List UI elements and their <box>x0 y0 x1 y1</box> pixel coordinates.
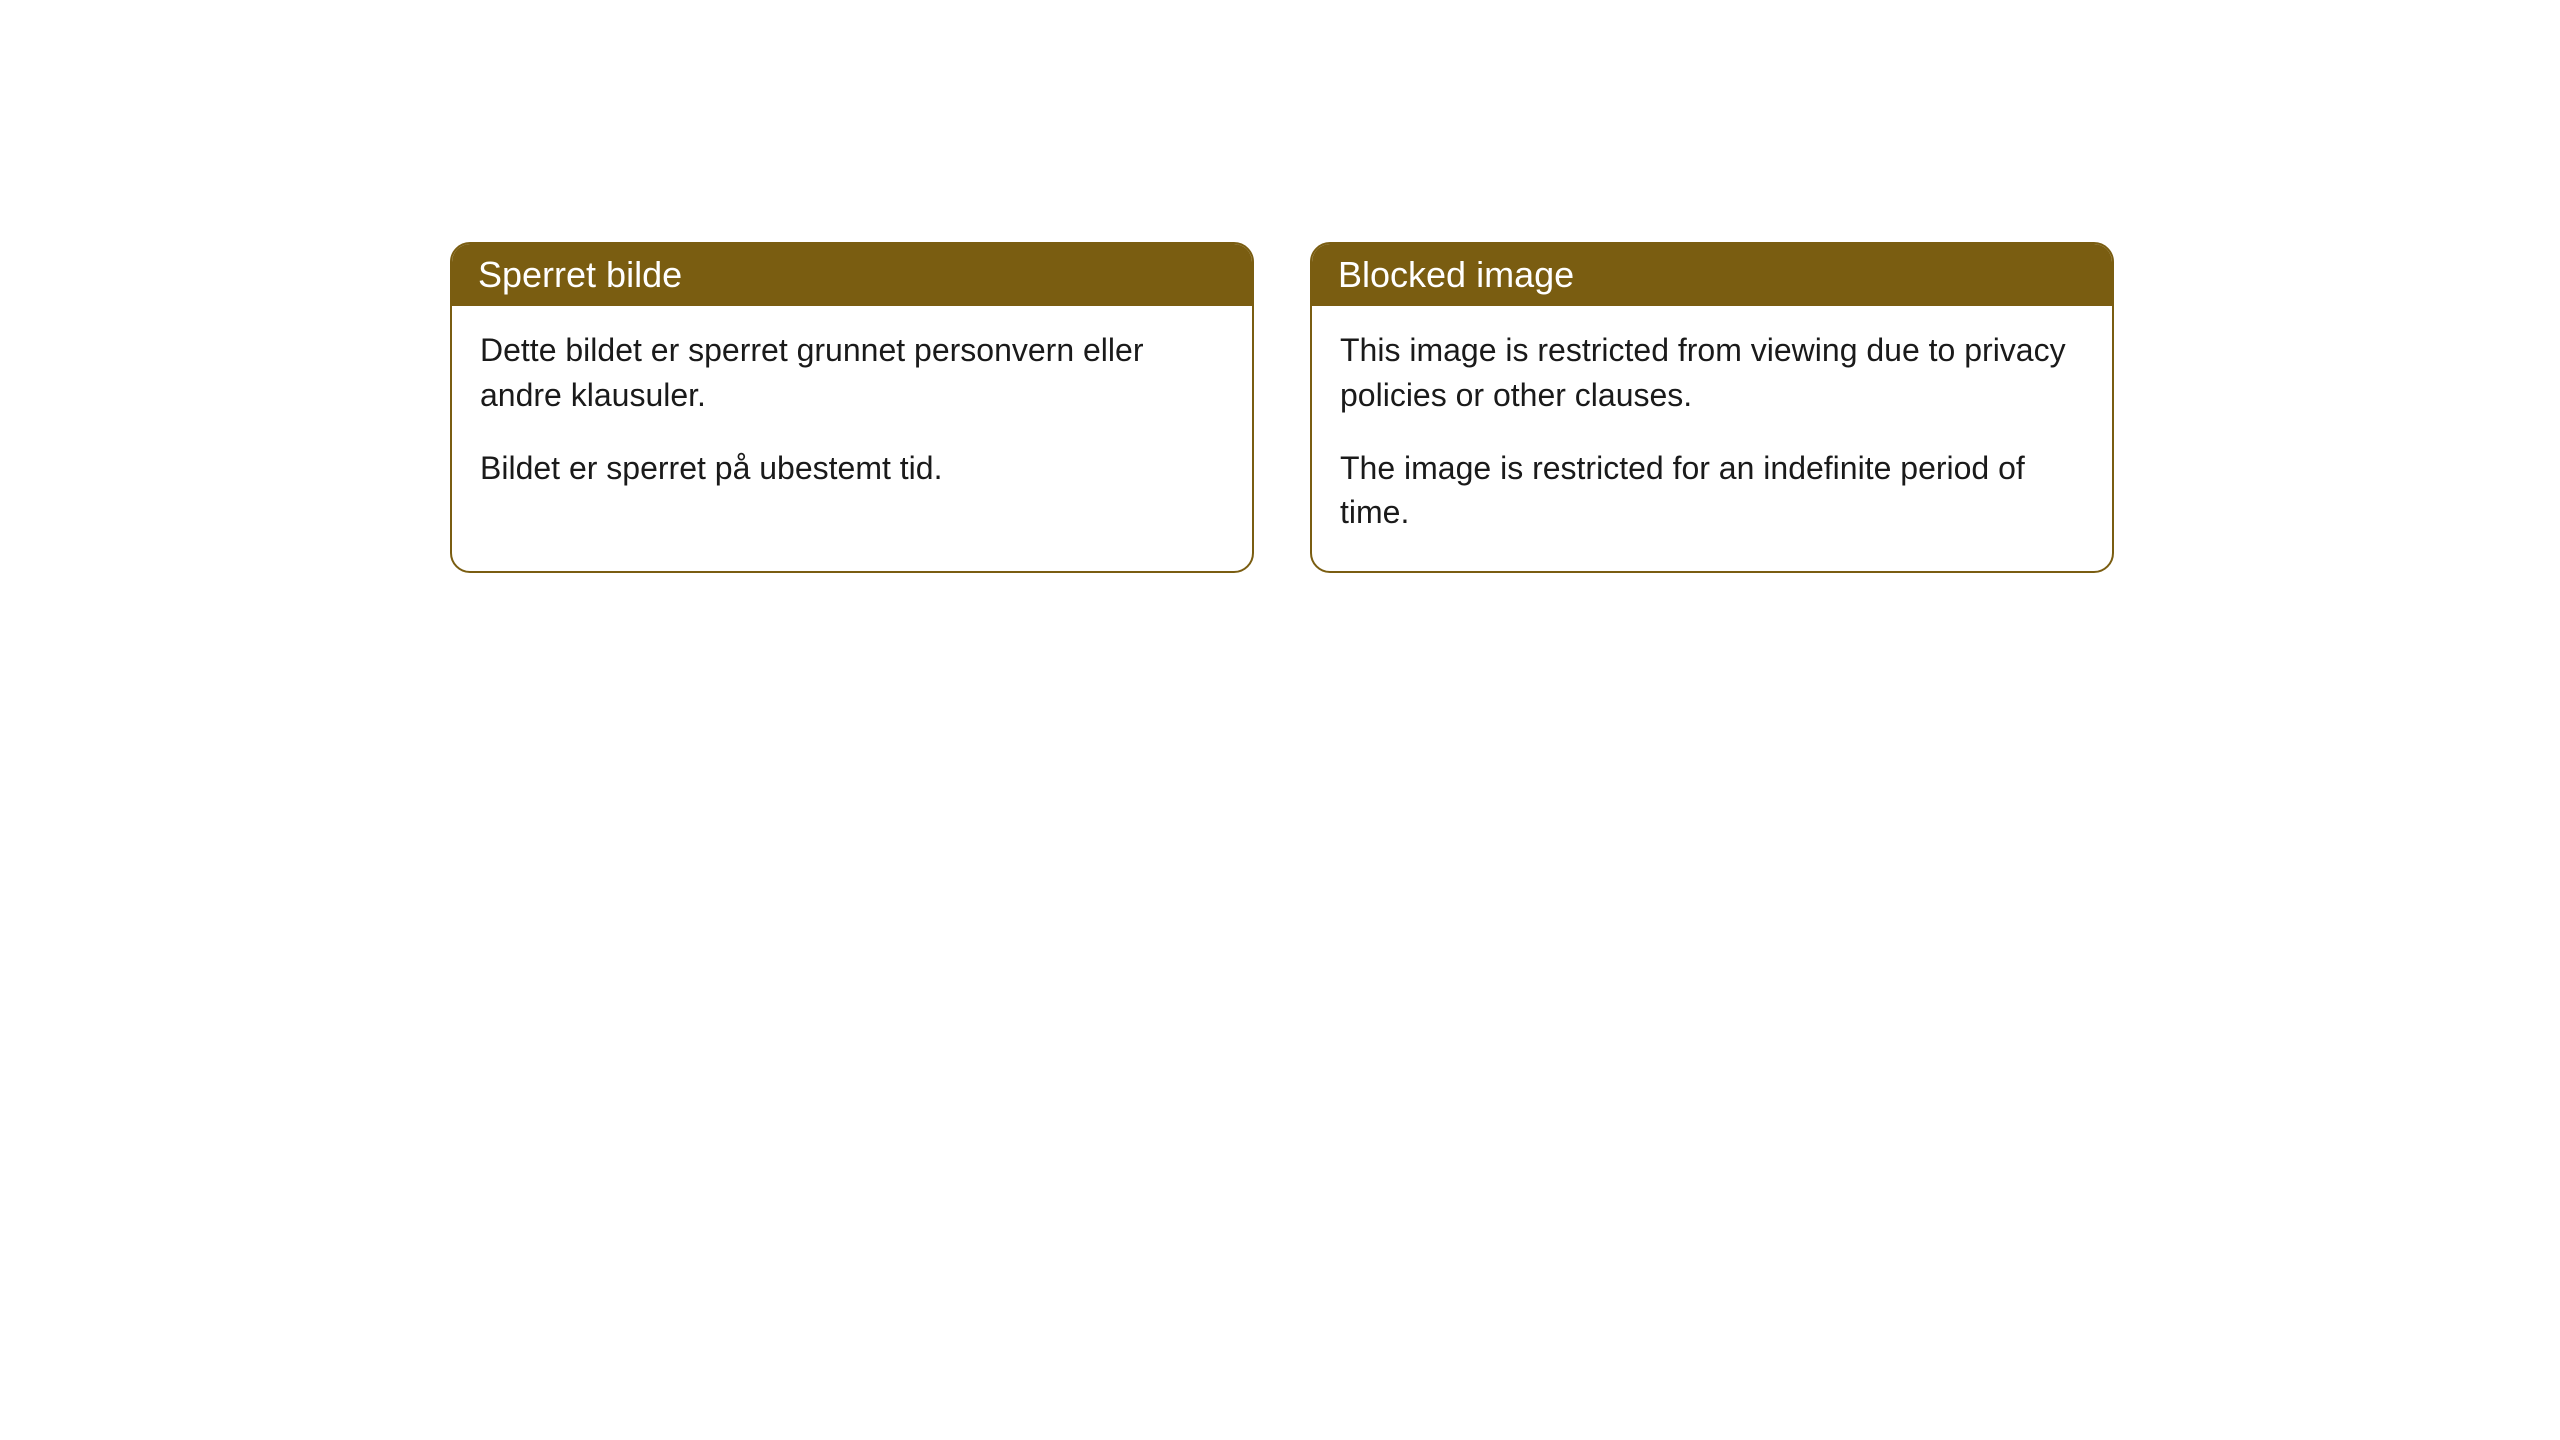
card-header: Blocked image <box>1312 244 2112 306</box>
card-paragraph: Bildet er sperret på ubestemt tid. <box>480 446 1224 491</box>
card-header: Sperret bilde <box>452 244 1252 306</box>
notice-cards-container: Sperret bilde Dette bildet er sperret gr… <box>450 242 2114 573</box>
card-paragraph: The image is restricted for an indefinit… <box>1340 446 2084 536</box>
card-paragraph: This image is restricted from viewing du… <box>1340 328 2084 418</box>
blocked-image-card-norwegian: Sperret bilde Dette bildet er sperret gr… <box>450 242 1254 573</box>
card-paragraph: Dette bildet er sperret grunnet personve… <box>480 328 1224 418</box>
card-title: Blocked image <box>1338 254 1574 295</box>
blocked-image-card-english: Blocked image This image is restricted f… <box>1310 242 2114 573</box>
card-body: This image is restricted from viewing du… <box>1312 306 2112 571</box>
card-body: Dette bildet er sperret grunnet personve… <box>452 306 1252 526</box>
card-title: Sperret bilde <box>478 254 682 295</box>
